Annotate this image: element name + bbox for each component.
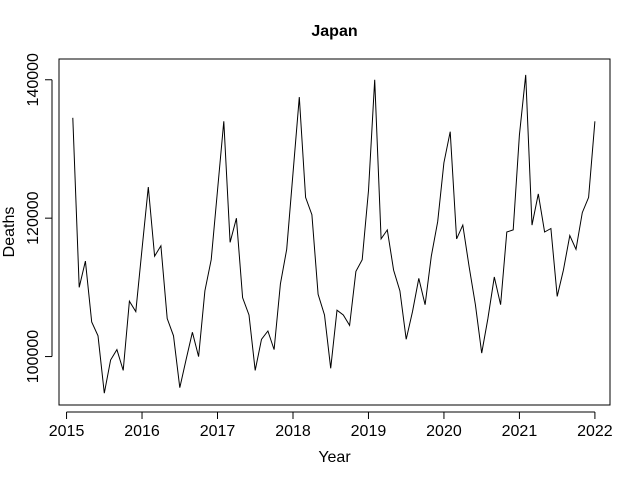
y-axis: 100000 120000 140000 xyxy=(25,53,53,383)
x-tick-label: 2015 xyxy=(49,423,85,440)
x-tick-label: 2020 xyxy=(426,423,462,440)
y-axis-label: Deaths xyxy=(1,207,18,258)
x-tick-label: 2017 xyxy=(200,423,236,440)
y-tick-label: 120000 xyxy=(25,191,42,244)
x-axis: 2015 2016 2017 2018 2019 2020 2021 2022 xyxy=(49,411,613,440)
x-tick-label: 2021 xyxy=(502,423,538,440)
x-tick-label: 2016 xyxy=(124,423,160,440)
series-group xyxy=(72,74,596,394)
x-tick-label: 2022 xyxy=(577,423,613,440)
series-line xyxy=(72,74,596,394)
plot-box xyxy=(58,58,611,406)
x-tick-label: 2019 xyxy=(351,423,387,440)
x-axis-label: Year xyxy=(318,449,351,466)
chart-title: Japan xyxy=(311,23,357,40)
y-tick-label: 100000 xyxy=(25,330,42,383)
x-tick-label: 2018 xyxy=(275,423,311,440)
y-tick-label: 140000 xyxy=(25,53,42,106)
